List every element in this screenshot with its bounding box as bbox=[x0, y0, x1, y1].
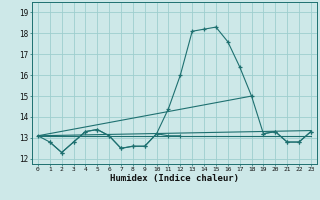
X-axis label: Humidex (Indice chaleur): Humidex (Indice chaleur) bbox=[110, 174, 239, 183]
